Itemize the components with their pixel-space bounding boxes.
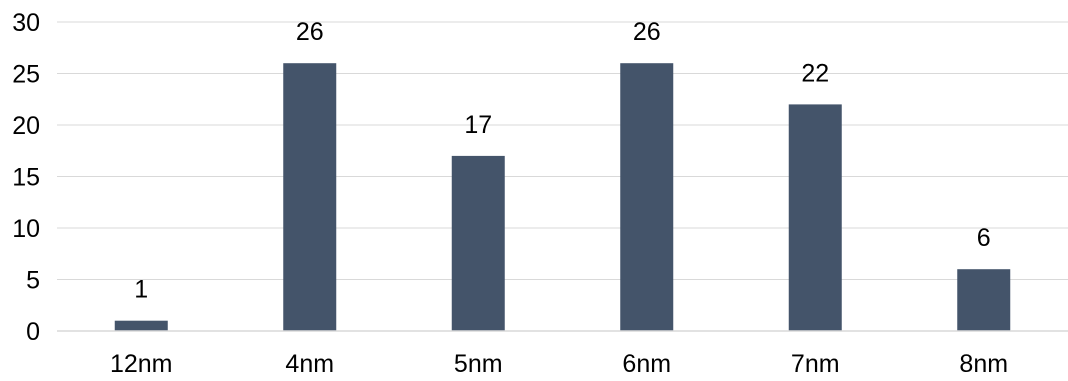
x-tick-label-8nm: 8nm	[959, 350, 1008, 378]
data-label-4nm: 26	[296, 18, 324, 46]
data-label-5nm: 17	[464, 111, 492, 139]
bar-6nm	[620, 63, 674, 331]
x-tick-label-6nm: 6nm	[622, 350, 671, 378]
y-axis-tick-labels: 0 5 10 15 20 25 30	[12, 9, 40, 346]
y-tick-label: 15	[12, 164, 40, 192]
y-tick-label: 0	[26, 318, 40, 346]
y-tick-label: 30	[12, 9, 40, 37]
x-tick-label-5nm: 5nm	[454, 350, 503, 378]
y-tick-label: 10	[12, 215, 40, 243]
bar-5nm	[451, 155, 505, 331]
bar-8nm	[957, 269, 1011, 331]
data-label-6nm: 26	[633, 18, 661, 46]
bars	[114, 63, 1011, 332]
bar-4nm	[283, 63, 337, 331]
y-tick-label: 25	[12, 61, 40, 89]
x-tick-label-4nm: 4nm	[285, 350, 334, 378]
data-label-8nm: 6	[977, 224, 991, 252]
y-tick-label: 5	[26, 267, 40, 295]
x-tick-label-12nm: 12nm	[110, 350, 173, 378]
data-label-12nm: 1	[134, 276, 148, 304]
data-label-7nm: 22	[801, 59, 829, 87]
bar-7nm	[788, 104, 842, 332]
gridlines	[57, 21, 1068, 280]
y-tick-label: 20	[12, 112, 40, 140]
x-tick-label-7nm: 7nm	[791, 350, 840, 378]
x-axis-tick-labels: 12nm 4nm 5nm 6nm 7nm 8nm	[110, 350, 1008, 378]
bar-12nm	[114, 320, 168, 331]
data-labels: 1 26 17 26 22 6	[134, 18, 990, 304]
